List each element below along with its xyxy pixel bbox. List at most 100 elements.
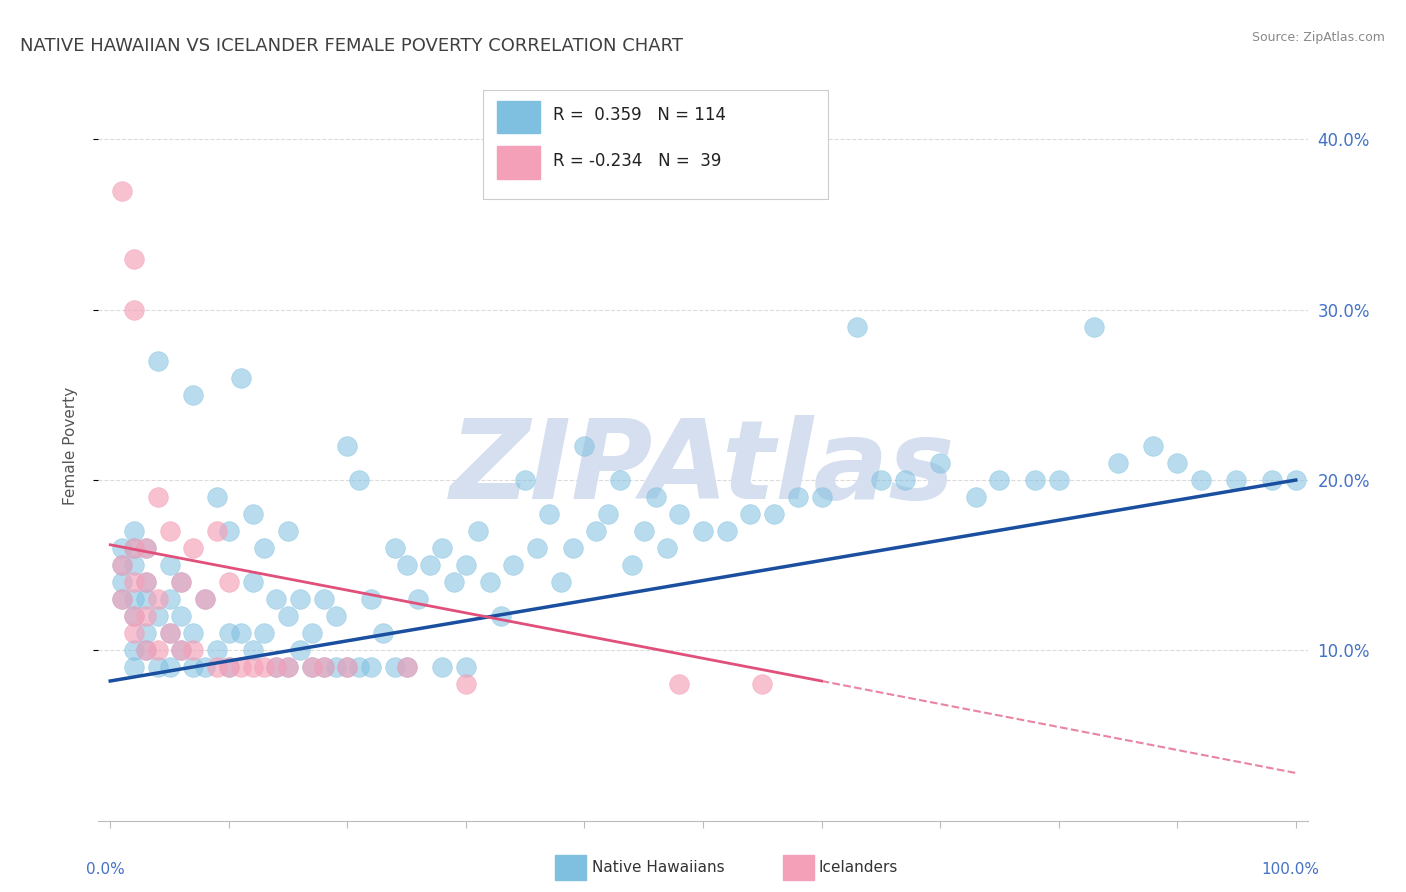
Point — [205, 660, 228, 674]
Point — [229, 626, 252, 640]
Point — [122, 558, 145, 573]
Point — [432, 541, 454, 556]
Point — [218, 660, 240, 674]
Point — [111, 592, 134, 607]
Point — [264, 660, 287, 674]
Point — [395, 660, 418, 674]
Point — [111, 575, 134, 590]
Point — [336, 439, 359, 453]
Text: R =  0.359   N = 114: R = 0.359 N = 114 — [553, 106, 725, 124]
Point — [526, 541, 548, 556]
Point — [159, 524, 181, 538]
Point — [146, 643, 169, 657]
Point — [288, 592, 311, 607]
Point — [135, 575, 157, 590]
Text: R = -0.234   N =  39: R = -0.234 N = 39 — [553, 153, 721, 170]
Point — [360, 660, 382, 674]
Point — [301, 660, 323, 674]
Point — [122, 609, 145, 624]
Text: Icelanders: Icelanders — [818, 860, 897, 874]
Point — [454, 558, 477, 573]
Point — [264, 660, 287, 674]
Point — [574, 439, 596, 453]
Point — [301, 626, 323, 640]
Point — [159, 592, 181, 607]
Text: NATIVE HAWAIIAN VS ICELANDER FEMALE POVERTY CORRELATION CHART: NATIVE HAWAIIAN VS ICELANDER FEMALE POVE… — [20, 37, 683, 54]
Point — [146, 354, 169, 368]
Point — [810, 490, 832, 504]
Point — [929, 456, 952, 470]
Point — [598, 507, 620, 521]
Text: 100.0%: 100.0% — [1261, 862, 1320, 877]
Point — [111, 541, 134, 556]
Point — [122, 252, 145, 266]
Text: ZIPAtlas: ZIPAtlas — [450, 415, 956, 522]
Point — [869, 473, 891, 487]
Point — [253, 626, 276, 640]
Point — [1142, 439, 1164, 453]
Point — [111, 184, 134, 198]
Point — [205, 643, 228, 657]
Point — [301, 660, 323, 674]
Point — [965, 490, 987, 504]
Point — [122, 609, 145, 624]
Point — [478, 575, 501, 590]
Point — [763, 507, 786, 521]
Point — [716, 524, 738, 538]
FancyBboxPatch shape — [498, 101, 540, 133]
Point — [229, 660, 252, 674]
Point — [657, 541, 679, 556]
Point — [170, 575, 193, 590]
Point — [312, 660, 335, 674]
Point — [502, 558, 524, 573]
Point — [1261, 473, 1284, 487]
Point — [336, 660, 359, 674]
Point — [325, 660, 347, 674]
Point — [122, 626, 145, 640]
Point — [550, 575, 572, 590]
Point — [312, 592, 335, 607]
Point — [146, 592, 169, 607]
Point — [893, 473, 915, 487]
Point — [467, 524, 489, 538]
Y-axis label: Female Poverty: Female Poverty — [63, 387, 77, 505]
Point — [122, 592, 145, 607]
Point — [277, 660, 299, 674]
Point — [1024, 473, 1046, 487]
Point — [122, 541, 145, 556]
Point — [371, 626, 394, 640]
Point — [325, 609, 347, 624]
Point — [288, 643, 311, 657]
Point — [786, 490, 808, 504]
Point — [537, 507, 560, 521]
Point — [395, 660, 418, 674]
Point — [360, 592, 382, 607]
Point — [181, 626, 204, 640]
Point — [384, 660, 406, 674]
Point — [242, 660, 264, 674]
Point — [159, 626, 181, 640]
Point — [218, 660, 240, 674]
Point — [122, 643, 145, 657]
Point — [277, 524, 299, 538]
Point — [205, 490, 228, 504]
Point — [384, 541, 406, 556]
Point — [1189, 473, 1212, 487]
Point — [181, 643, 204, 657]
Point — [218, 524, 240, 538]
Point — [1166, 456, 1188, 470]
Point — [194, 592, 217, 607]
Point — [170, 643, 193, 657]
Point — [135, 609, 157, 624]
Point — [146, 609, 169, 624]
Point — [740, 507, 762, 521]
Text: Source: ZipAtlas.com: Source: ZipAtlas.com — [1251, 31, 1385, 45]
Point — [170, 575, 193, 590]
Point — [491, 609, 513, 624]
Point — [122, 660, 145, 674]
Point — [135, 575, 157, 590]
Point — [454, 660, 477, 674]
Point — [181, 388, 204, 402]
Point — [585, 524, 607, 538]
FancyBboxPatch shape — [482, 90, 828, 199]
